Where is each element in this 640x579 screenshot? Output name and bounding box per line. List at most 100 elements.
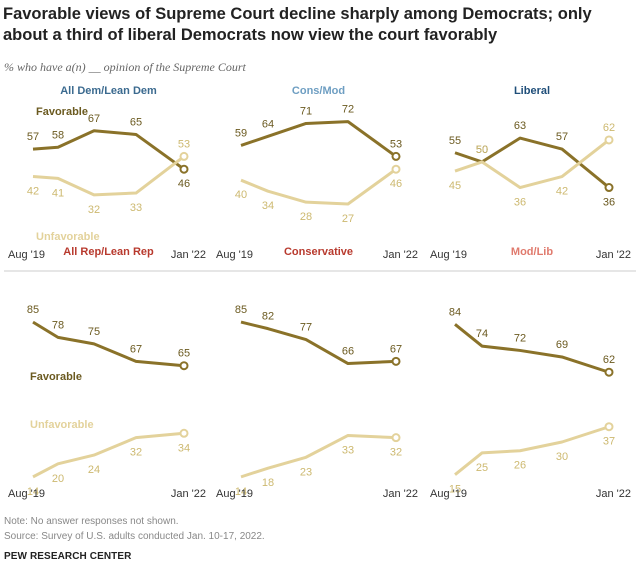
series-line-favorable (454, 323, 610, 374)
x-axis-start-label: Aug '19 (8, 488, 45, 500)
x-axis-start-label: Aug '19 (216, 249, 253, 261)
data-label: 32 (130, 447, 142, 459)
data-label: 74 (476, 328, 488, 340)
data-label: 85 (235, 304, 247, 316)
data-label: 72 (342, 104, 354, 116)
data-label: 55 (449, 135, 461, 147)
data-label: 53 (178, 138, 190, 150)
data-label: 46 (390, 178, 402, 190)
data-label: 20 (52, 473, 64, 485)
data-label: 57 (556, 131, 568, 143)
data-label: 36 (514, 197, 526, 209)
data-label: 65 (178, 348, 190, 360)
data-point-marker (604, 422, 614, 432)
x-axis-end-label: Jan '22 (596, 249, 631, 261)
chart-subtitle: % who have a(n) __ opinion of the Suprem… (4, 60, 246, 74)
series-line-unfavorable (240, 168, 397, 206)
data-label: 67 (130, 343, 142, 355)
data-point-marker (179, 151, 189, 161)
panel-title: Cons/Mod (292, 85, 345, 97)
data-point-marker (604, 135, 614, 145)
data-label: 42 (556, 186, 568, 198)
x-axis-end-label: Jan '22 (171, 249, 206, 261)
data-point-marker (391, 164, 401, 174)
data-label: 58 (52, 129, 64, 141)
series-line-unfavorable (240, 433, 397, 479)
data-label: 33 (130, 202, 142, 214)
data-label: 18 (262, 477, 274, 489)
data-label: 84 (449, 306, 461, 318)
data-label: 77 (300, 322, 312, 334)
data-label: 62 (603, 354, 615, 366)
data-label: 46 (178, 178, 190, 190)
data-label: 34 (262, 200, 274, 212)
x-axis-start-label: Aug '19 (430, 249, 467, 261)
panel-title: Conservative (284, 246, 353, 258)
data-label: 33 (342, 444, 354, 456)
data-point-marker (179, 361, 189, 371)
data-point-marker (604, 183, 614, 193)
series-name-label: Unfavorable (36, 231, 100, 243)
data-label: 57 (27, 131, 39, 143)
data-label: 62 (603, 122, 615, 134)
data-label: 37 (603, 436, 615, 448)
series-line-favorable (240, 120, 397, 158)
series-line-favorable (240, 320, 397, 366)
data-label: 66 (342, 346, 354, 358)
data-label: 14 (235, 486, 247, 498)
data-label: 85 (27, 304, 39, 316)
data-label: 69 (556, 339, 568, 351)
x-axis-start-label: Aug '19 (430, 488, 467, 500)
series-line-unfavorable (32, 431, 185, 479)
small-multiples-chart: All Dem/Lean Dem 57 58 67 65 46 Favorable 42 41 3… (4, 85, 636, 500)
data-label: 71 (300, 105, 312, 117)
x-axis-end-label: Jan '22 (171, 488, 206, 500)
chart-title: Favorable views of Supreme Court decline… (3, 5, 592, 44)
series-line-unfavorable (454, 138, 610, 190)
x-axis-end-label: Jan '22 (383, 488, 418, 500)
data-label: 32 (390, 447, 402, 459)
data-label: 45 (449, 180, 461, 192)
data-label: 53 (390, 138, 402, 150)
data-label: 78 (52, 319, 64, 331)
series-name-label: Favorable (36, 106, 88, 118)
chart-source: Source: Survey of U.S. adults conducted … (4, 531, 265, 542)
x-axis-end-label: Jan '22 (383, 249, 418, 261)
data-label: 14 (27, 486, 39, 498)
org-name: PEW RESEARCH CENTER (4, 551, 132, 562)
data-label: 50 (476, 144, 488, 156)
series-name-label: Favorable (30, 371, 82, 383)
x-axis-start-label: Aug '19 (8, 249, 45, 261)
data-label: 50 (476, 144, 488, 156)
data-label: 32 (88, 204, 100, 216)
data-label: 24 (88, 464, 100, 476)
data-label: 15 (449, 484, 461, 496)
x-axis-end-label: Jan '22 (596, 488, 631, 500)
data-point-marker (604, 367, 614, 377)
panel-title: Liberal (514, 85, 550, 97)
data-label: 63 (514, 120, 526, 132)
x-axis-start-label: Aug '19 (216, 488, 253, 500)
data-label: 64 (262, 118, 274, 130)
data-label: 26 (514, 460, 526, 472)
data-label: 40 (235, 189, 247, 201)
data-label: 36 (603, 197, 615, 209)
data-label: 59 (235, 127, 247, 139)
data-label: 23 (300, 466, 312, 478)
data-label: 28 (300, 211, 312, 223)
data-label: 82 (262, 311, 274, 323)
data-label: 75 (88, 326, 100, 338)
data-label: 65 (130, 116, 142, 128)
data-label: 25 (476, 462, 488, 474)
series-line-unfavorable (454, 425, 610, 476)
data-point-marker (391, 356, 401, 366)
series-line-favorable (454, 136, 610, 189)
data-point-marker (391, 151, 401, 161)
data-label: 27 (342, 213, 354, 225)
data-label: 34 (178, 442, 190, 454)
data-point-marker (391, 433, 401, 443)
chart-note: Note: No answer responses not shown. (4, 516, 179, 527)
series-name-label: Unfavorable (30, 419, 94, 431)
data-point-marker (179, 428, 189, 438)
data-label: 72 (514, 332, 526, 344)
